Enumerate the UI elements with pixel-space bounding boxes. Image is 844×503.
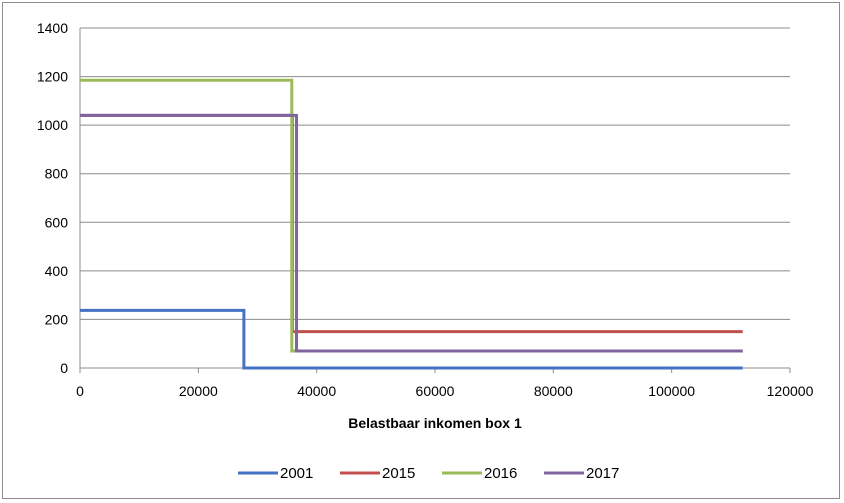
x-tick-labels: 0 20000 40000 60000 80000 100000 120000 <box>76 383 813 399</box>
series-line-2015 <box>80 113 743 334</box>
legend: 2001 2015 2016 2017 <box>238 465 619 482</box>
y-tick-labels: 0 200 400 600 800 1000 1200 1400 <box>37 20 68 376</box>
x-tick-label: 20000 <box>179 383 218 399</box>
y-tick-label: 1400 <box>37 20 68 36</box>
x-tick-label: 120000 <box>767 383 814 399</box>
y-tick-label: 800 <box>45 166 69 182</box>
x-axis-title: Belastbaar inkomen box 1 <box>348 415 522 431</box>
x-tick-label: 0 <box>76 383 84 399</box>
legend-label-2016: 2016 <box>484 465 517 482</box>
y-tick-label: 600 <box>45 214 69 230</box>
x-tick-label: 100000 <box>648 383 695 399</box>
y-tick-label: 200 <box>45 311 69 327</box>
legend-label-2001: 2001 <box>280 465 313 482</box>
series-lines <box>80 78 743 370</box>
x-tick-label: 40000 <box>297 383 336 399</box>
gridlines <box>80 27 790 320</box>
y-tick-label: 400 <box>45 263 69 279</box>
legend-label-2015: 2015 <box>382 465 415 482</box>
legend-label-2017: 2017 <box>586 465 619 482</box>
x-tick-label: 60000 <box>416 383 455 399</box>
series-line-2017 <box>80 113 743 353</box>
y-tick-label: 1200 <box>37 69 68 85</box>
y-tick-label: 1000 <box>37 117 68 133</box>
x-tick-label: 80000 <box>534 383 573 399</box>
series-line-2001 <box>80 308 743 370</box>
y-tick-label: 0 <box>60 360 68 376</box>
